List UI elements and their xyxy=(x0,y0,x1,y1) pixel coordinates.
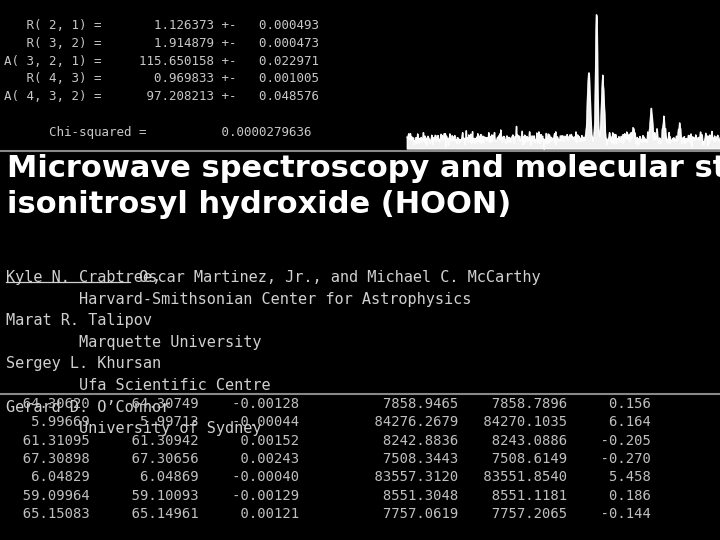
Text: R( 4, 3) =       0.969833 +-   0.001005: R( 4, 3) = 0.969833 +- 0.001005 xyxy=(4,72,319,85)
Text: 6.04829      6.04869    -0.00040         83557.3120   83551.8540     5.458: 6.04829 6.04869 -0.00040 83557.3120 8355… xyxy=(6,470,651,484)
Text: University of Sydney: University of Sydney xyxy=(6,421,261,436)
Text: Marquette University: Marquette University xyxy=(6,335,261,350)
Text: A( 3, 2, 1) =     115.650158 +-   0.022971: A( 3, 2, 1) = 115.650158 +- 0.022971 xyxy=(4,55,319,68)
Text: 65.15083     65.14961     0.00121          7757.0619    7757.2065    -0.144: 65.15083 65.14961 0.00121 7757.0619 7757… xyxy=(6,507,651,521)
Text: 61.31095     61.30942     0.00152          8242.8836    8243.0886    -0.205: 61.31095 61.30942 0.00152 8242.8836 8243… xyxy=(6,434,651,448)
Text: A( 4, 3, 2) =      97.208213 +-   0.048576: A( 4, 3, 2) = 97.208213 +- 0.048576 xyxy=(4,90,319,103)
Text: 5.99669      5.99713    -0.00044         84276.2679   84270.1035     6.164: 5.99669 5.99713 -0.00044 84276.2679 8427… xyxy=(6,415,651,429)
Text: Chi-squared =          0.0000279636: Chi-squared = 0.0000279636 xyxy=(4,126,311,139)
Text: R( 3, 2) =       1.914879 +-   0.000473: R( 3, 2) = 1.914879 +- 0.000473 xyxy=(4,37,319,50)
Text: Oscar Martinez, Jr., and Michael C. McCarthy: Oscar Martinez, Jr., and Michael C. McCa… xyxy=(130,270,540,285)
Text: 64.30620     64.30749    -0.00128          7858.9465    7858.7896     0.156: 64.30620 64.30749 -0.00128 7858.9465 785… xyxy=(6,397,651,411)
Text: R( 2, 1) =       1.126373 +-   0.000493: R( 2, 1) = 1.126373 +- 0.000493 xyxy=(4,19,319,32)
Text: Marat R. Talipov: Marat R. Talipov xyxy=(6,313,152,328)
Text: Harvard-Smithsonian Center for Astrophysics: Harvard-Smithsonian Center for Astrophys… xyxy=(6,292,471,307)
Text: Sergey L. Khursan: Sergey L. Khursan xyxy=(6,356,161,372)
Text: 67.30898     67.30656     0.00243          7508.3443    7508.6149    -0.270: 67.30898 67.30656 0.00243 7508.3443 7508… xyxy=(6,452,651,466)
Text: Gerard D. O’Connor: Gerard D. O’Connor xyxy=(6,400,170,415)
Text: Kyle N. Crabtree,: Kyle N. Crabtree, xyxy=(6,270,161,285)
Text: Ufa Scientific Centre: Ufa Scientific Centre xyxy=(6,378,271,393)
Text: 59.09964     59.10093    -0.00129          8551.3048    8551.1181     0.186: 59.09964 59.10093 -0.00129 8551.3048 855… xyxy=(6,489,651,503)
Text: Microwave spectroscopy and molecular structure of
isonitrosyl hydroxide (HOON): Microwave spectroscopy and molecular str… xyxy=(7,154,720,219)
